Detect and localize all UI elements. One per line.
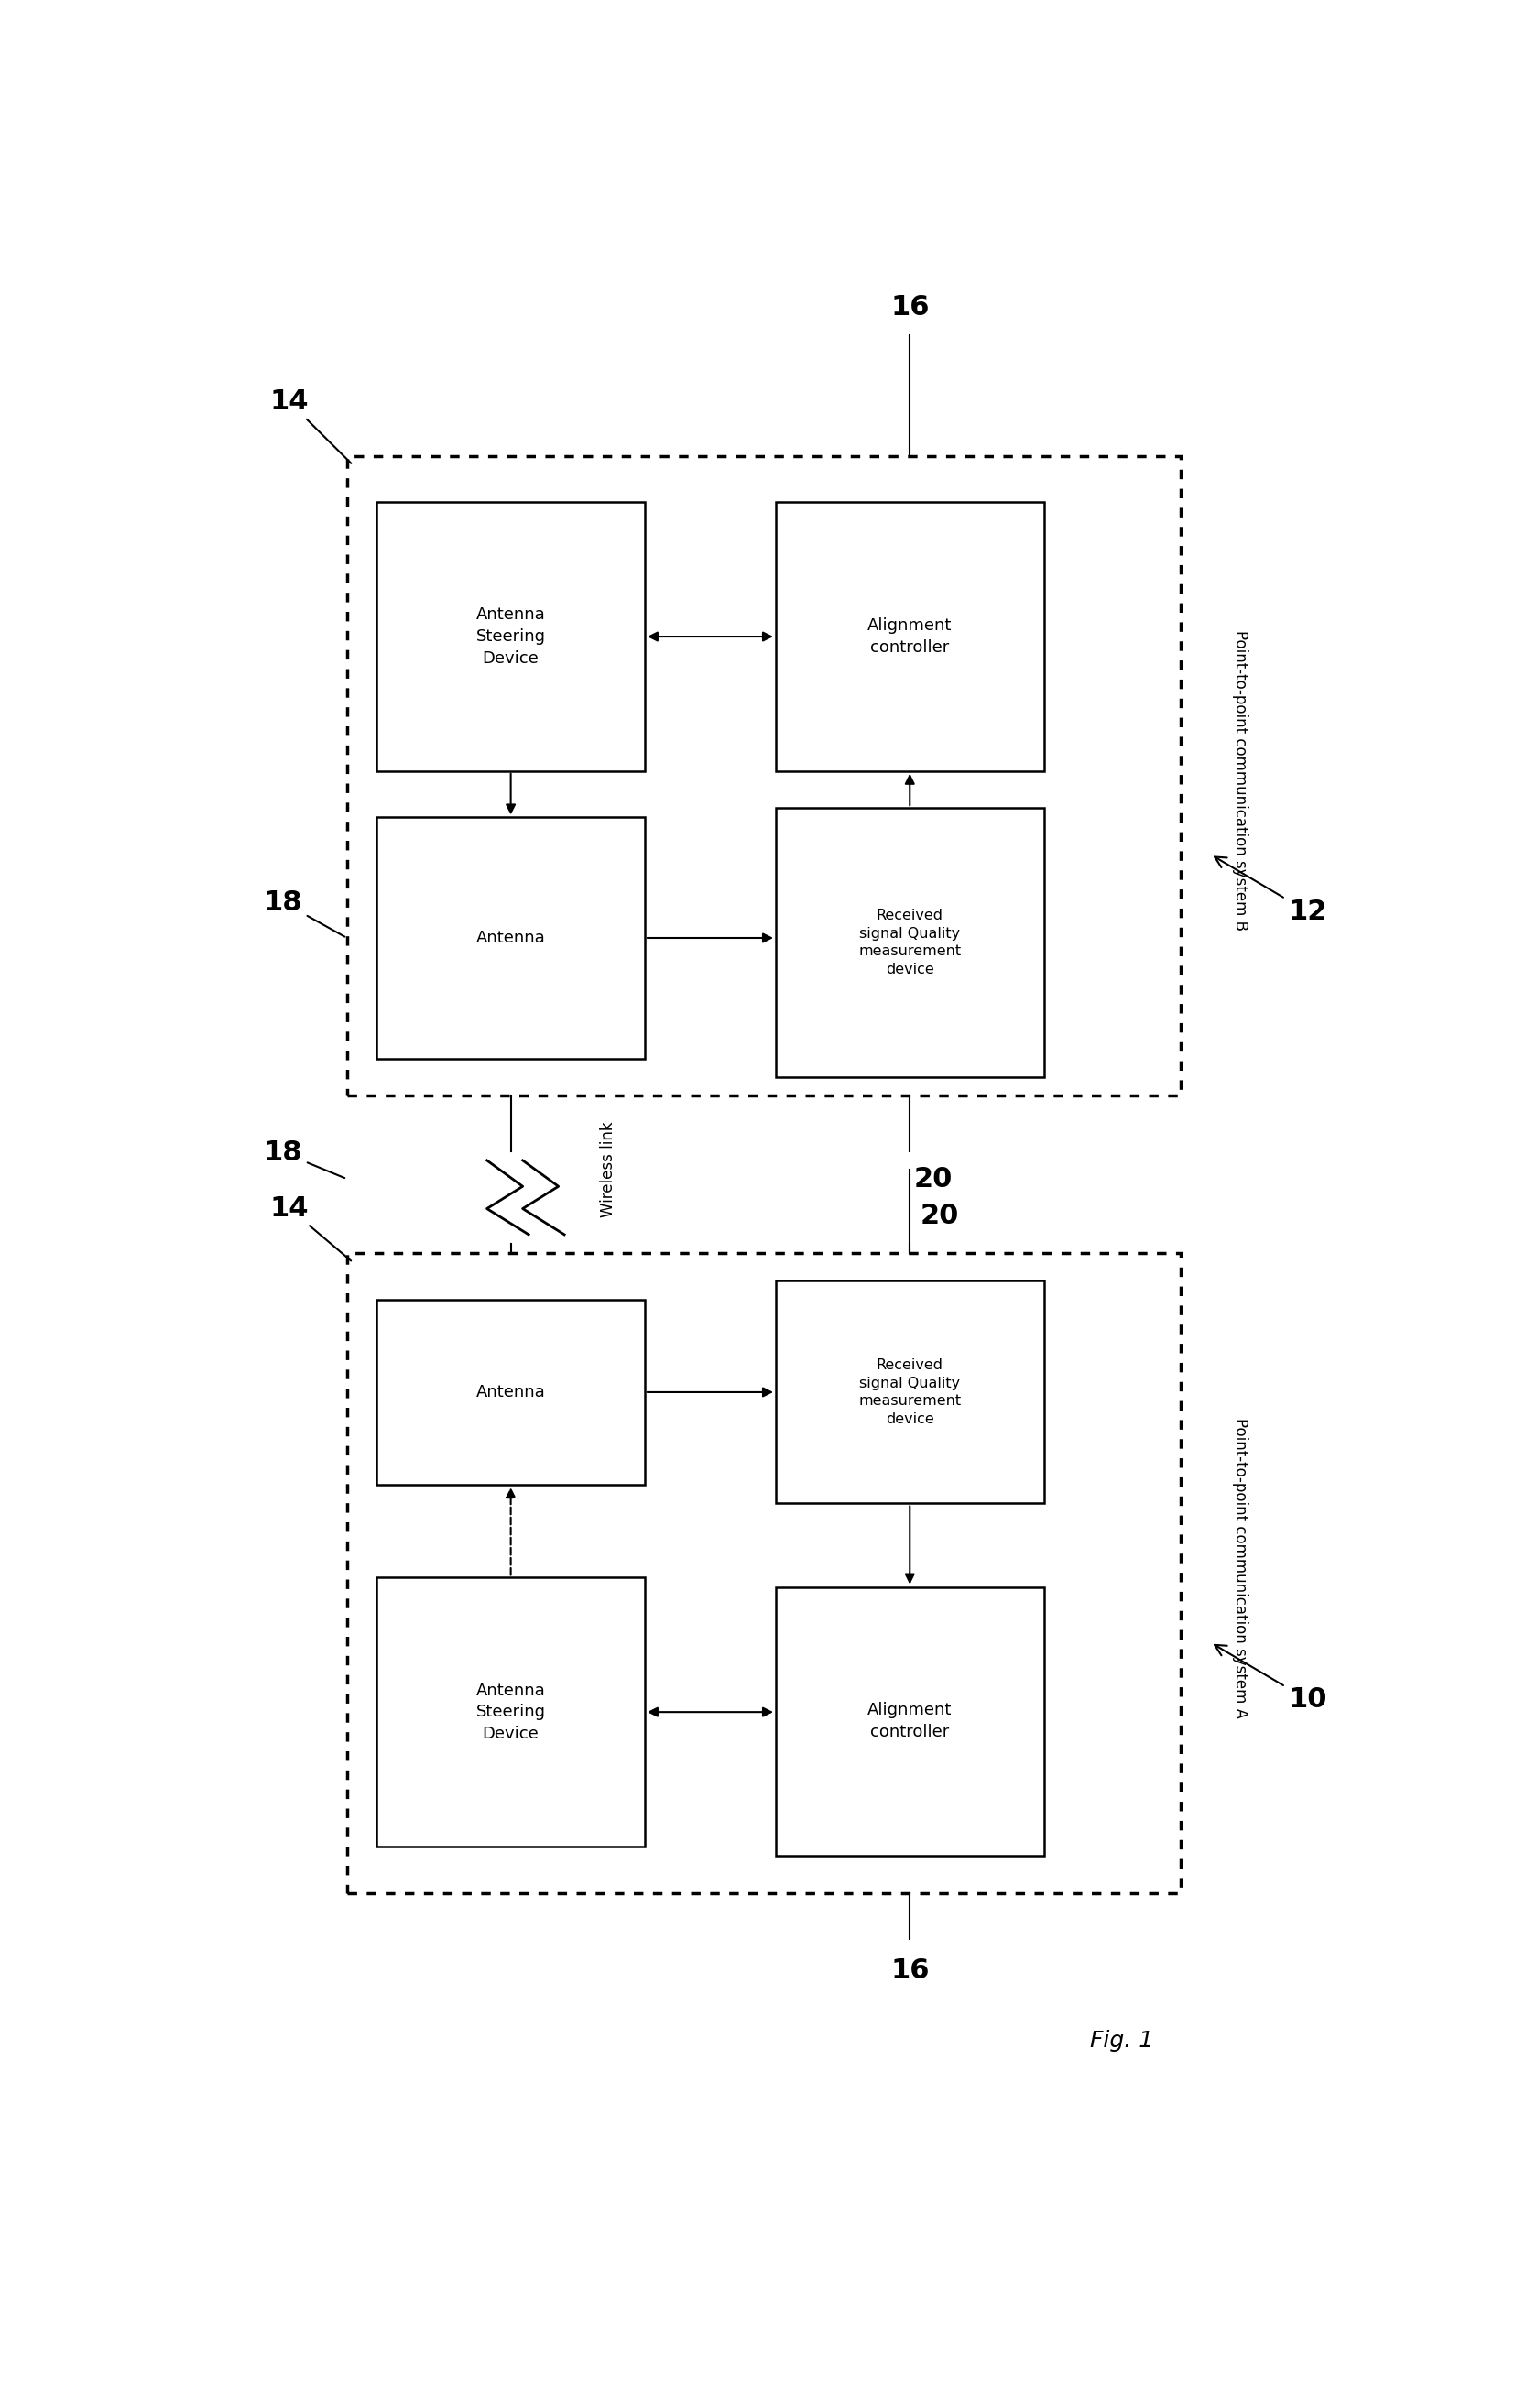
Text: Fig. 1: Fig. 1 — [1090, 2030, 1153, 2052]
Bar — [377, 1300, 646, 1486]
Text: Alignment
controller: Alignment controller — [867, 1702, 951, 1741]
Text: Received
signal Quality
measurement
device: Received signal Quality measurement devi… — [859, 908, 961, 978]
Text: 16: 16 — [890, 294, 930, 320]
Text: Point-to-point communication system B: Point-to-point communication system B — [1233, 631, 1248, 929]
Text: 12: 12 — [1214, 857, 1326, 925]
Text: Antenna: Antenna — [476, 1385, 546, 1401]
Text: Point-to-point communication system A: Point-to-point communication system A — [1233, 1418, 1248, 1719]
Text: 10: 10 — [1214, 1645, 1326, 1712]
Text: Antenna: Antenna — [476, 929, 546, 946]
Text: 20: 20 — [921, 1202, 959, 1230]
Text: Antenna
Steering
Device: Antenna Steering Device — [476, 607, 546, 667]
Text: 14: 14 — [269, 388, 350, 462]
Text: 20: 20 — [915, 1165, 953, 1192]
Bar — [377, 816, 646, 1060]
Text: Antenna
Steering
Device: Antenna Steering Device — [476, 1683, 546, 1741]
Text: 14: 14 — [269, 1194, 350, 1262]
Bar — [347, 455, 1180, 1096]
Bar — [776, 1587, 1044, 1857]
Bar — [776, 1281, 1044, 1503]
Bar — [347, 1252, 1180, 1893]
Bar — [377, 503, 646, 771]
Bar — [776, 503, 1044, 771]
Text: Received
signal Quality
measurement
device: Received signal Quality measurement devi… — [859, 1358, 961, 1426]
Text: 18: 18 — [264, 889, 344, 937]
Text: 16: 16 — [890, 1958, 930, 1984]
Bar — [377, 1577, 646, 1847]
Text: Alignment
controller: Alignment controller — [867, 616, 951, 655]
Text: 18: 18 — [264, 1139, 344, 1178]
Text: Wireless link: Wireless link — [599, 1122, 616, 1218]
Bar — [776, 809, 1044, 1076]
